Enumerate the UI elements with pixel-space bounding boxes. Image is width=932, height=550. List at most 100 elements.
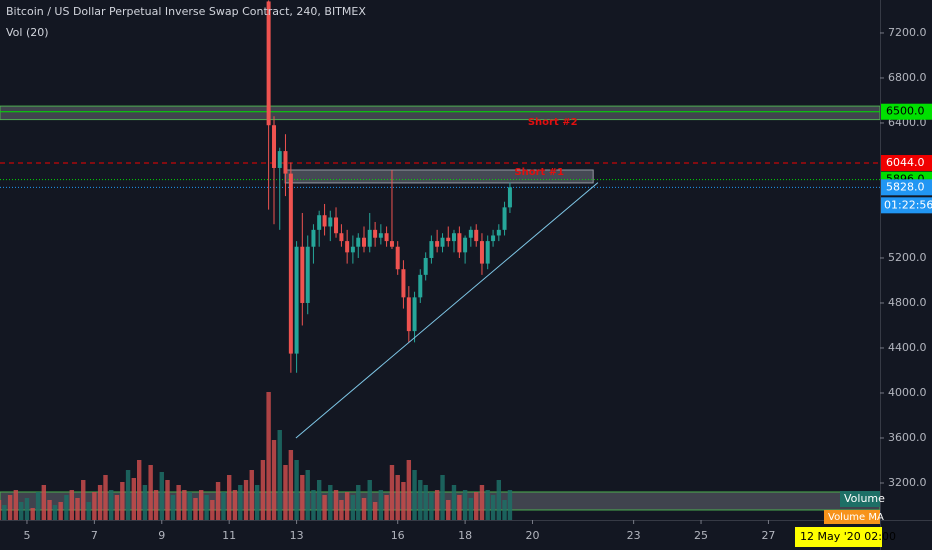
y-tick-label: 3600.0 (888, 431, 927, 444)
y-tick-label: 4800.0 (888, 296, 927, 309)
volume-bar (187, 492, 192, 520)
volume-bar (13, 490, 19, 520)
volume-bar (75, 498, 80, 520)
volume-bar (356, 485, 361, 520)
volume-bar (30, 508, 35, 520)
volume-bar (176, 485, 181, 520)
volume-bar (294, 460, 299, 520)
candle-body (300, 246, 305, 303)
x-tick-label: 7 (91, 529, 98, 542)
volume-label-box (840, 491, 880, 507)
trend-line (295, 182, 599, 439)
volume-bar (97, 485, 103, 520)
candle-body (389, 241, 394, 247)
price-label: 5828.0 (886, 180, 925, 193)
volume-bar (322, 495, 327, 520)
volume-bar (266, 392, 271, 520)
volume-bar (440, 475, 445, 520)
volume-ma-label: Volume MA (828, 512, 884, 523)
price-label-box (881, 103, 932, 120)
candle-body (305, 246, 310, 303)
y-tick-label: 3200.0 (888, 476, 927, 489)
volume-bar (86, 502, 91, 520)
candle-body (311, 229, 316, 247)
x-tick-label: 27 (761, 529, 775, 542)
y-tick-label: 5200.0 (888, 251, 927, 264)
x-tick-label: 25 (694, 529, 708, 542)
volume-bar (507, 490, 513, 520)
volume-bar (328, 485, 333, 520)
volume-bar (468, 498, 474, 520)
volume-bar (446, 500, 451, 520)
volume-bar (19, 502, 24, 520)
x-tick-label: 18 (458, 529, 472, 542)
candle-body (485, 241, 490, 264)
y-tick-label: 4400.0 (888, 341, 927, 354)
chart-subtitle: Vol (20) (6, 26, 49, 39)
volume-bar (159, 472, 164, 520)
price-label: 6500.0 (886, 105, 925, 118)
time-label: 12 May '20 02:00 (800, 530, 896, 543)
candle-body (288, 173, 293, 354)
volume-bar (311, 490, 316, 520)
volume-bar (109, 490, 114, 520)
candle-body (507, 187, 512, 208)
price-label-box (881, 179, 932, 196)
candle-body (468, 229, 473, 238)
volume-bar (418, 480, 423, 520)
volume-ma-label-box (824, 510, 880, 524)
volume-bar (474, 492, 479, 520)
candle-body (451, 233, 456, 242)
volume-bar (350, 495, 356, 520)
candle-body (406, 297, 411, 332)
volume-bar (69, 490, 74, 520)
zone (0, 105, 881, 121)
volume-bar (92, 492, 97, 520)
countdown-box (881, 197, 932, 214)
volume-bar (288, 450, 294, 520)
volume-bar (300, 475, 305, 520)
volume-bar (232, 490, 238, 520)
volume-bar (462, 490, 468, 520)
y-tick-label: 4000.0 (888, 386, 927, 399)
volume-bar (372, 502, 378, 520)
candle-body (322, 215, 327, 227)
price-label: 6044.0 (886, 156, 925, 169)
candle-body (502, 207, 507, 230)
volume-bar (204, 495, 209, 520)
volume-bar (136, 460, 142, 520)
time-label-box (795, 527, 882, 547)
volume-bar (125, 470, 131, 520)
candle-body (479, 241, 484, 264)
volume-bar (333, 490, 339, 520)
volume-bar (490, 495, 496, 520)
candle-body (429, 241, 434, 258)
annotation: Short #2 (528, 117, 578, 128)
volume-bar (344, 492, 350, 520)
candle-body (401, 269, 406, 298)
candle-body (423, 257, 428, 275)
candle-body (339, 233, 344, 242)
volume-bar (243, 480, 249, 520)
volume-bar (249, 470, 254, 520)
volume-bar (170, 495, 176, 520)
candle-body (418, 274, 423, 298)
volume-bar (254, 485, 260, 520)
candle-body (277, 151, 282, 168)
volume-bar (114, 495, 120, 520)
candle-body (384, 233, 389, 242)
volume-bar (389, 465, 395, 520)
candle-body (440, 237, 445, 247)
candle-body (491, 235, 496, 242)
candle-body (272, 125, 277, 168)
volume-bar (182, 490, 187, 520)
volume-bar (412, 470, 417, 520)
volume-bar (215, 482, 221, 520)
volume-bar (429, 492, 434, 520)
volume-bar (52, 505, 58, 520)
volume-label: Volume (844, 492, 885, 505)
x-tick-label: 13 (290, 529, 304, 542)
volume-bar (406, 460, 412, 520)
candle-body (317, 215, 322, 230)
